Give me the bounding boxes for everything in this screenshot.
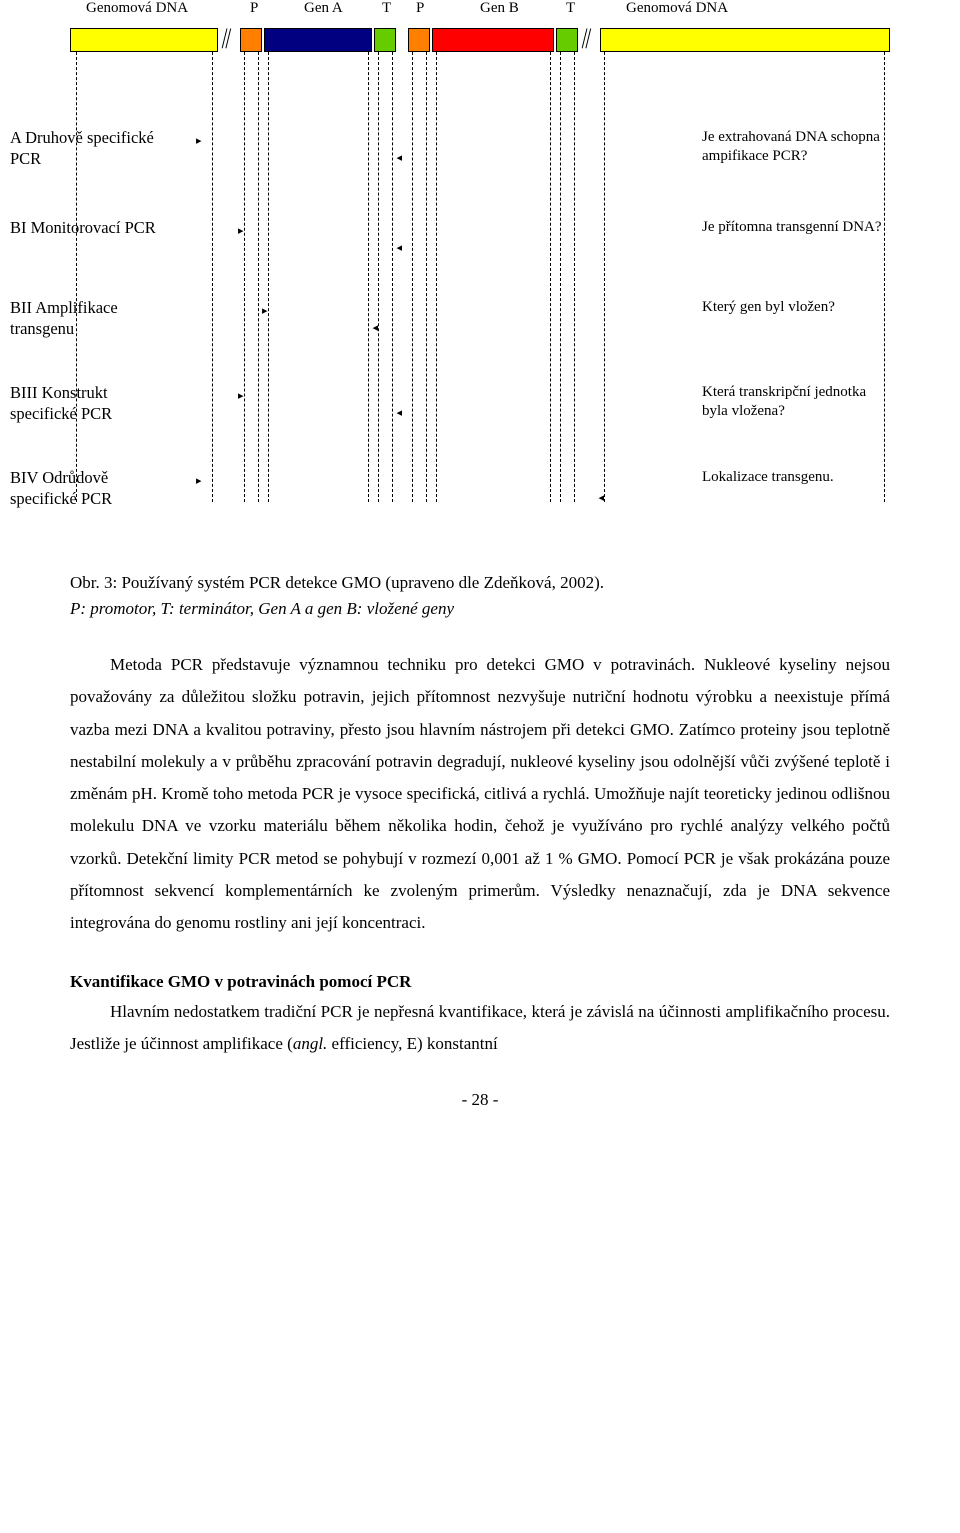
primer-arrow-pair: ▸	[196, 476, 214, 496]
right-label: Lokalizace transgenu.	[702, 468, 892, 487]
break-slashes: //	[222, 22, 229, 56]
caption-line-italic: P: promotor, T: terminátor, Gen A a gen …	[70, 596, 890, 622]
top-label: P	[416, 0, 424, 17]
dashed-line	[268, 52, 269, 502]
top-label: Genomová DNA	[86, 0, 188, 17]
text: efficiency, E) konstantní	[327, 1034, 497, 1053]
top-label: T	[566, 0, 575, 17]
gene-block	[264, 28, 372, 52]
primer-arrow-pair: ▸	[262, 306, 280, 326]
dashed-line	[212, 52, 213, 502]
dashed-line	[258, 52, 259, 502]
primer-arrow-pair: ◂	[384, 234, 402, 254]
left-label: BIII Konstrukt specifické PCR	[10, 383, 170, 424]
left-label: BI Monitorovací PCR	[10, 218, 170, 239]
dashed-line	[560, 52, 561, 502]
dashed-line	[392, 52, 393, 502]
body-paragraph: Hlavním nedostatkem tradiční PCR je nepř…	[70, 996, 890, 1061]
dashed-line	[574, 52, 575, 502]
dashed-line	[76, 52, 77, 502]
dashed-line	[244, 52, 245, 502]
right-label: Která transkripční jednotka byla vložena…	[702, 383, 892, 421]
primer-arrow-pair: ◂	[384, 399, 402, 419]
figure-caption: Obr. 3: Používaný systém PCR detekce GMO…	[70, 570, 890, 621]
right-label: Je extrahovaná DNA schopna ampifikace PC…	[702, 128, 892, 166]
top-label: P	[250, 0, 258, 17]
dashed-line	[884, 52, 885, 502]
primer-arrow-pair: ◂	[384, 144, 402, 164]
break-slashes: //	[582, 22, 589, 56]
gene-block	[70, 28, 218, 52]
left-label: BII Amplifikace transgenu	[10, 298, 170, 339]
primer-arrow-pair: ▸	[238, 391, 256, 411]
left-label: BIV Odrůdově specifické PCR	[10, 468, 170, 509]
dashed-line	[436, 52, 437, 502]
dashed-line	[604, 52, 605, 502]
left-label: A Druhově specifické PCR	[10, 128, 170, 169]
dashed-line	[368, 52, 369, 502]
right-label: Je přítomna transgenní DNA?	[702, 218, 892, 237]
gene-block	[240, 28, 262, 52]
primer-arrow-pair: ◂	[360, 314, 378, 334]
dashed-line	[426, 52, 427, 502]
dashed-line	[550, 52, 551, 502]
top-label: Gen A	[304, 0, 343, 17]
dashed-line	[378, 52, 379, 502]
caption-line: Obr. 3: Používaný systém PCR detekce GMO…	[70, 570, 890, 596]
gene-block	[600, 28, 890, 52]
top-label: Gen B	[480, 0, 519, 17]
page-number: - 28 -	[70, 1090, 890, 1110]
pcr-diagram: Genomová DNA P Gen A T P Gen B T Genomov…	[70, 0, 890, 560]
dashed-line	[412, 52, 413, 502]
right-label: Který gen byl vložen?	[702, 298, 892, 317]
gene-block	[556, 28, 578, 52]
primer-arrow-pair: ◂	[586, 484, 604, 504]
body-paragraph: Metoda PCR představuje významnou technik…	[70, 649, 890, 940]
top-label: T	[382, 0, 391, 17]
section-heading: Kvantifikace GMO v potravinách pomocí PC…	[70, 972, 890, 992]
text-italic: angl.	[293, 1034, 327, 1053]
gene-block	[432, 28, 554, 52]
gene-block	[408, 28, 430, 52]
primer-arrow-pair: ▸	[196, 136, 214, 156]
primer-arrow-pair: ▸	[238, 226, 256, 246]
top-label: Genomová DNA	[626, 0, 728, 17]
gene-block	[374, 28, 396, 52]
